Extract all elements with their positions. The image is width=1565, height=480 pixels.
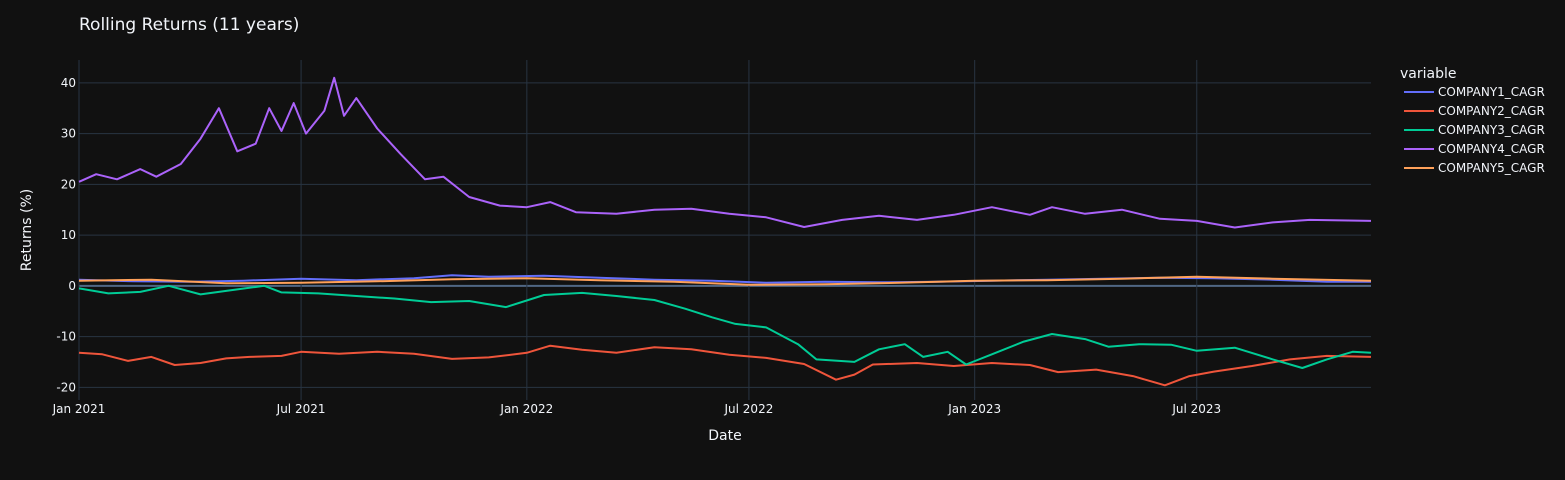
y-tick-label: -20 <box>56 380 76 394</box>
y-tick-label: 30 <box>61 127 76 141</box>
y-tick-label: -10 <box>56 330 76 344</box>
legend-label: COMPANY4_CAGR <box>1438 142 1545 156</box>
plot-area <box>79 60 1371 400</box>
series-layer <box>78 76 1372 387</box>
x-tick-label: Jul 2022 <box>724 402 774 416</box>
y-axis-title: Returns (%) <box>19 189 35 271</box>
legend-label: COMPANY1_CAGR <box>1438 85 1545 99</box>
grid-layer <box>78 60 1371 400</box>
series-line-company5-cagr <box>78 275 1372 286</box>
series-line-company3-cagr <box>78 284 1372 369</box>
legend-title: variable <box>1400 66 1456 82</box>
legend-label: COMPANY2_CAGR <box>1438 104 1545 118</box>
y-tick-label: 10 <box>61 228 76 242</box>
x-axis-title: Date <box>708 428 741 444</box>
x-tick-label: Jan 2022 <box>499 402 553 416</box>
x-tick-label: Jul 2021 <box>276 402 326 416</box>
x-tick-label: Jul 2023 <box>1171 402 1221 416</box>
y-tick-label: 40 <box>61 76 76 90</box>
legend-label: COMPANY3_CAGR <box>1438 123 1545 137</box>
y-tick-label: 20 <box>61 177 76 191</box>
legend-label: COMPANY5_CAGR <box>1438 161 1545 175</box>
series-line-company4-cagr <box>78 76 1372 229</box>
x-tick-labels: Jan 2021 Jul 2021 Jan 2022 Jul 2022 Jan 2023… <box>52 402 1222 416</box>
chart-title: Rolling Returns (11 years) <box>79 15 299 35</box>
x-tick-label: Jan 2021 <box>52 402 106 416</box>
legend: variable COMPANY1_CAGRCOMPANY2_CAGRCOMPA… <box>1400 66 1545 175</box>
legend-items: COMPANY1_CAGR COMPANY2_CAGR COMPANY3_CAGR C… <box>1404 85 1545 175</box>
x-tick-label: Jan 2023 <box>947 402 1001 416</box>
y-tick-label: 0 <box>68 279 76 293</box>
y-tick-labels: -20 -10 0 10 20 30 40 <box>56 76 76 394</box>
series-line-company2-cagr <box>78 344 1372 387</box>
